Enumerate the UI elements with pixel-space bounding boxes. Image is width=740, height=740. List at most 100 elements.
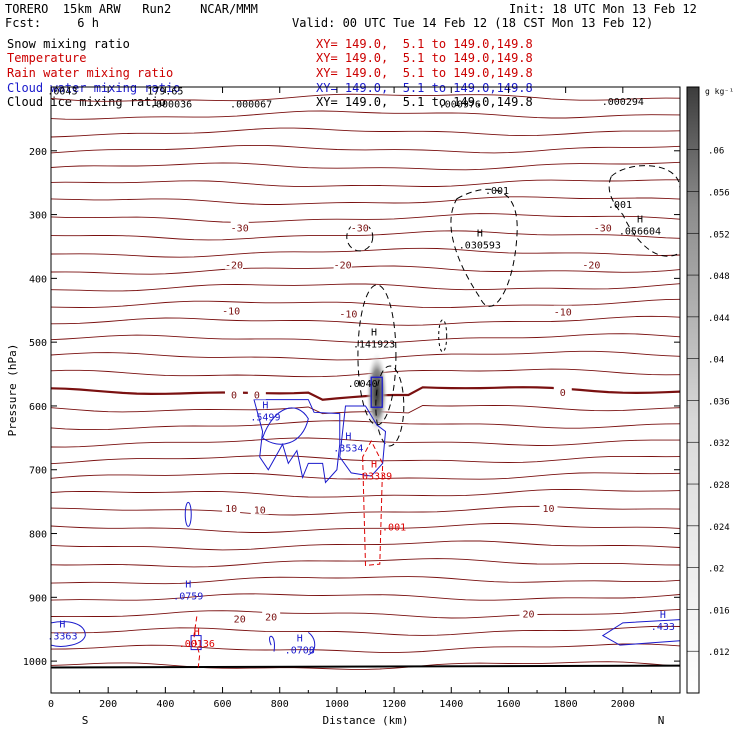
temperature-contour — [51, 196, 680, 205]
high-value-label: .3363 — [47, 632, 77, 643]
y-tick-label: 300 — [29, 211, 47, 222]
cloud-water-contour — [601, 619, 680, 646]
isotherm-label-bg — [230, 612, 249, 624]
y-tick-label: 700 — [29, 466, 47, 477]
extremum-value-label: .000036 — [150, 99, 192, 110]
isotherm-label-bg — [582, 258, 601, 270]
temperature-contour — [51, 298, 680, 309]
x-tick-label: 200 — [99, 699, 117, 710]
isotherm-label: 20 — [265, 612, 277, 623]
rain-water-contour — [193, 616, 201, 668]
isotherm-label: -20 — [334, 260, 352, 271]
isotherm-label-bg — [224, 258, 243, 270]
isotherm-label-bg — [350, 221, 369, 233]
high-value-label: .00136 — [179, 639, 215, 650]
isotherm-label-bg — [250, 503, 269, 515]
x-tick-label: 600 — [214, 699, 232, 710]
temperature-contour — [51, 625, 680, 636]
ice-contour — [608, 165, 680, 257]
plot-interior — [51, 93, 680, 670]
isotherm-label-bg — [222, 304, 241, 316]
isotherm-label: -20 — [582, 260, 600, 271]
section-start-label: S — [82, 714, 89, 727]
temperature-contour — [51, 230, 680, 241]
high-marker: H — [637, 214, 643, 225]
temperature-contour — [51, 127, 680, 138]
cloud-water-contour — [269, 635, 275, 652]
isotherm-label: -30 — [231, 223, 249, 234]
contour-value-label: .001 — [485, 186, 509, 197]
temperature-contour — [51, 643, 680, 654]
high-marker: H — [59, 620, 65, 631]
y-tick-label: 800 — [29, 530, 47, 541]
field-xy-cloud-ice: XY= 149.0, 5.1 to 149.0,149.8 — [316, 95, 533, 109]
y-tick-label: 900 — [29, 593, 47, 604]
high-value-label: .5499 — [250, 413, 280, 424]
temperature-contour — [51, 540, 680, 551]
temperature-contour — [51, 265, 680, 275]
temperature-contour — [51, 350, 680, 361]
x-tick-label: 1400 — [439, 699, 463, 710]
x-tick-label: 1600 — [496, 699, 520, 710]
isotherm-label: 0 — [231, 390, 237, 401]
temperature-contour — [51, 437, 680, 448]
colorbar-tick-label: .048 — [708, 272, 730, 282]
colorbar-tick-label: .02 — [708, 565, 724, 575]
colorbar-tick-label: .012 — [708, 648, 730, 658]
high-marker: H — [477, 228, 483, 239]
x-tick-label: 800 — [271, 699, 289, 710]
high-value-label: .03339 — [356, 471, 392, 482]
high-marker: H — [194, 627, 200, 638]
colorbar-tick-label: .04 — [708, 356, 724, 366]
temperature-contour — [51, 161, 680, 171]
high-marker: H — [297, 634, 303, 645]
isotherm-label: 0 — [254, 390, 260, 401]
colorbar-tick-label: .032 — [708, 439, 730, 449]
temperature-contour — [51, 488, 680, 498]
high-value-label: .0708 — [285, 646, 315, 657]
y-tick-label: 200 — [29, 147, 47, 158]
isotherm-label-bg — [553, 385, 572, 397]
x-tick-label: 1200 — [382, 699, 406, 710]
temperature-contour — [51, 144, 680, 154]
field-xy-temperature: XY= 149.0, 5.1 to 149.0,149.8 — [316, 51, 533, 65]
isotherm-label-bg — [222, 502, 241, 514]
ice-contour — [438, 319, 448, 353]
cloud-water-contour — [307, 631, 316, 656]
extremum-value-label: .0043 — [47, 87, 77, 98]
high-marker: H — [345, 431, 351, 442]
isotherm-label: -20 — [225, 260, 243, 271]
ice-contour — [450, 188, 518, 307]
colorbar-tick-label: .036 — [708, 397, 730, 407]
isotherm-zero-line — [51, 386, 680, 401]
temperature-contour — [51, 315, 680, 326]
y-tick-label: 500 — [29, 338, 47, 349]
colorbar-tick-label: .024 — [708, 523, 730, 533]
isotherm-label-bg — [339, 307, 358, 319]
field-label-cloud-water: Cloud water mixing ratio — [7, 81, 181, 95]
field-xy-snow: XY= 149.0, 5.1 to 149.0,149.8 — [316, 37, 533, 51]
forecast-hour: Fcst: 6 h — [5, 16, 99, 30]
extremum-value-label: .000976 — [439, 99, 481, 110]
high-value-label: .141923 — [353, 339, 395, 350]
high-marker: H — [371, 327, 377, 338]
contour-value-label: .0040 — [348, 379, 378, 390]
isotherm-label: 20 — [522, 609, 534, 620]
field-label-snow: Snow mixing ratio — [7, 37, 130, 51]
colorbar-tick-label: .028 — [708, 481, 730, 491]
isotherm-label-bg — [519, 607, 538, 619]
colorbar — [686, 86, 700, 694]
high-value-label: .3534 — [333, 443, 363, 454]
y-tick-label: 1000 — [23, 657, 47, 668]
temperature-contour — [51, 608, 680, 619]
init-time: Init: 18 UTC Mon 13 Feb 12 — [509, 2, 697, 16]
cloud-water-contour — [370, 376, 383, 408]
isotherm-label: 20 — [234, 614, 246, 625]
colorbar-tick-label: .016 — [708, 606, 730, 616]
x-tick-label: 1800 — [554, 699, 578, 710]
temperature-contour — [51, 247, 680, 258]
isotherm-label: -10 — [554, 308, 572, 319]
high-marker: H — [660, 610, 666, 621]
